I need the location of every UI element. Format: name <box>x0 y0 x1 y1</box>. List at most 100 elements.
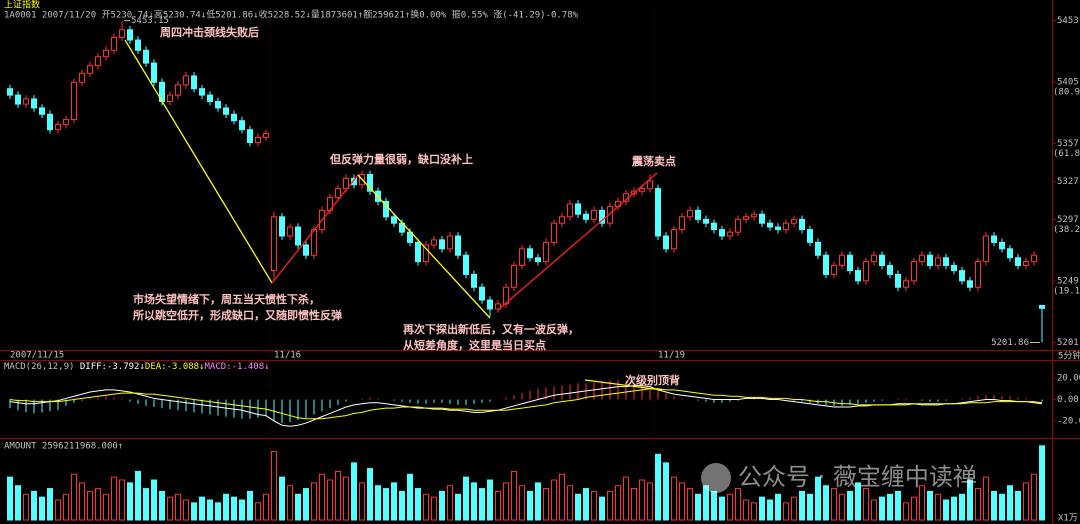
volume-bar <box>671 476 677 521</box>
volume-bar <box>967 479 973 521</box>
volume-bar <box>71 473 77 521</box>
candle-body <box>695 209 701 220</box>
candle-body <box>119 29 125 38</box>
candle-body <box>599 209 605 224</box>
volume-bar <box>711 490 717 521</box>
annotation: 次级别顶背 <box>625 373 680 387</box>
candle-body <box>55 124 61 131</box>
volume-bar <box>239 499 245 521</box>
volume-bar <box>951 496 957 521</box>
volume-bar <box>663 462 669 521</box>
unit-label: X1万 <box>1058 514 1078 524</box>
candle-body <box>559 216 565 224</box>
candle-body <box>415 241 421 263</box>
fib-label: (61.8%) <box>1053 149 1080 159</box>
chart-title: 上证指数 <box>4 0 40 11</box>
candle-body <box>759 213 765 224</box>
candle-body <box>247 129 253 143</box>
legend-entry: MACD:-1.408↓ <box>205 362 270 372</box>
trend-line <box>497 172 658 311</box>
macd-header: MACD(26,12,9) DIFF:-3.792↓DEA:-3.088↓MAC… <box>4 362 270 372</box>
volume-bar <box>207 499 213 521</box>
candle-body <box>271 216 277 272</box>
volume-bar <box>87 490 93 521</box>
candle-body <box>959 270 965 282</box>
volume-bar <box>127 482 133 521</box>
volume-bar <box>983 476 989 521</box>
volume-bar <box>271 450 277 521</box>
volume-bar <box>903 502 909 521</box>
watermark-text: 公众号 · 薇宝缠中读禅 <box>738 463 977 491</box>
volume-bar <box>215 502 221 521</box>
volume-bar <box>911 496 917 521</box>
volume-bar <box>823 485 829 521</box>
volume-bar <box>15 485 21 521</box>
y-tick-label: 5327.5 <box>1057 177 1080 187</box>
candle-body <box>951 264 957 272</box>
candle-body <box>175 84 181 96</box>
candle-body <box>207 94 213 103</box>
candle-body <box>687 209 693 218</box>
volume-bar <box>559 473 565 521</box>
candle-body <box>535 257 541 263</box>
candle-body <box>679 216 685 231</box>
candle-body <box>719 229 725 237</box>
candle-body <box>495 303 501 310</box>
volume-bar <box>735 488 741 521</box>
candle-body <box>335 188 341 199</box>
volume-bar <box>695 493 701 521</box>
divergence-line <box>584 379 663 391</box>
candle-body <box>999 241 1005 250</box>
volume-bar <box>719 496 725 521</box>
candle-body <box>895 273 901 288</box>
volume-bar <box>23 493 29 521</box>
y-tick-label: 5201.9 <box>1057 338 1080 348</box>
volume-bar <box>495 490 501 521</box>
volume-bar <box>167 496 173 521</box>
candle-body <box>823 254 829 275</box>
fib-label: (38.2%) <box>1053 225 1080 235</box>
volume-bar <box>47 488 53 521</box>
candle-body <box>383 200 389 218</box>
volume-bar <box>7 476 13 521</box>
volume-bar <box>999 493 1005 521</box>
fib-label: (80.9%) <box>1053 88 1080 98</box>
candle-body <box>919 254 925 263</box>
candle-body <box>767 222 773 228</box>
volume-bar <box>471 482 477 521</box>
candle-body <box>199 88 205 96</box>
volume-bar <box>831 488 837 521</box>
volume-bar <box>631 488 637 521</box>
candle-body <box>79 72 85 83</box>
volume-bar <box>815 476 821 521</box>
candle-body <box>1023 261 1029 266</box>
candle-body <box>815 241 821 256</box>
candle-body <box>655 188 661 237</box>
volume-bar <box>887 493 893 521</box>
volume-bar <box>295 493 301 521</box>
y-tick-label: 5249.9 <box>1057 276 1080 286</box>
candle-body <box>239 120 245 131</box>
volume-bar <box>79 482 85 521</box>
candle-body <box>671 229 677 250</box>
volume-bar <box>959 493 965 521</box>
y-tick-label: 5405.2 <box>1057 78 1080 88</box>
volume-bar <box>447 485 453 521</box>
volume-bar <box>783 502 789 521</box>
volume-bar <box>687 488 693 521</box>
candle-body <box>223 107 229 115</box>
candle-body <box>183 75 189 86</box>
trend-line <box>124 39 273 284</box>
annotation: 从短差角度，这里是当日买点 <box>403 338 546 352</box>
volume-bar <box>103 493 109 521</box>
macd-title: MACD(26,12,9) <box>4 362 74 372</box>
volume-bar <box>767 499 773 521</box>
volume-bar <box>703 485 709 521</box>
candle-body <box>287 226 293 237</box>
candle-body <box>975 261 981 288</box>
candle-body <box>423 244 429 263</box>
candle-body <box>791 218 797 224</box>
volume-bar <box>63 493 69 521</box>
volume-bar <box>567 485 573 521</box>
